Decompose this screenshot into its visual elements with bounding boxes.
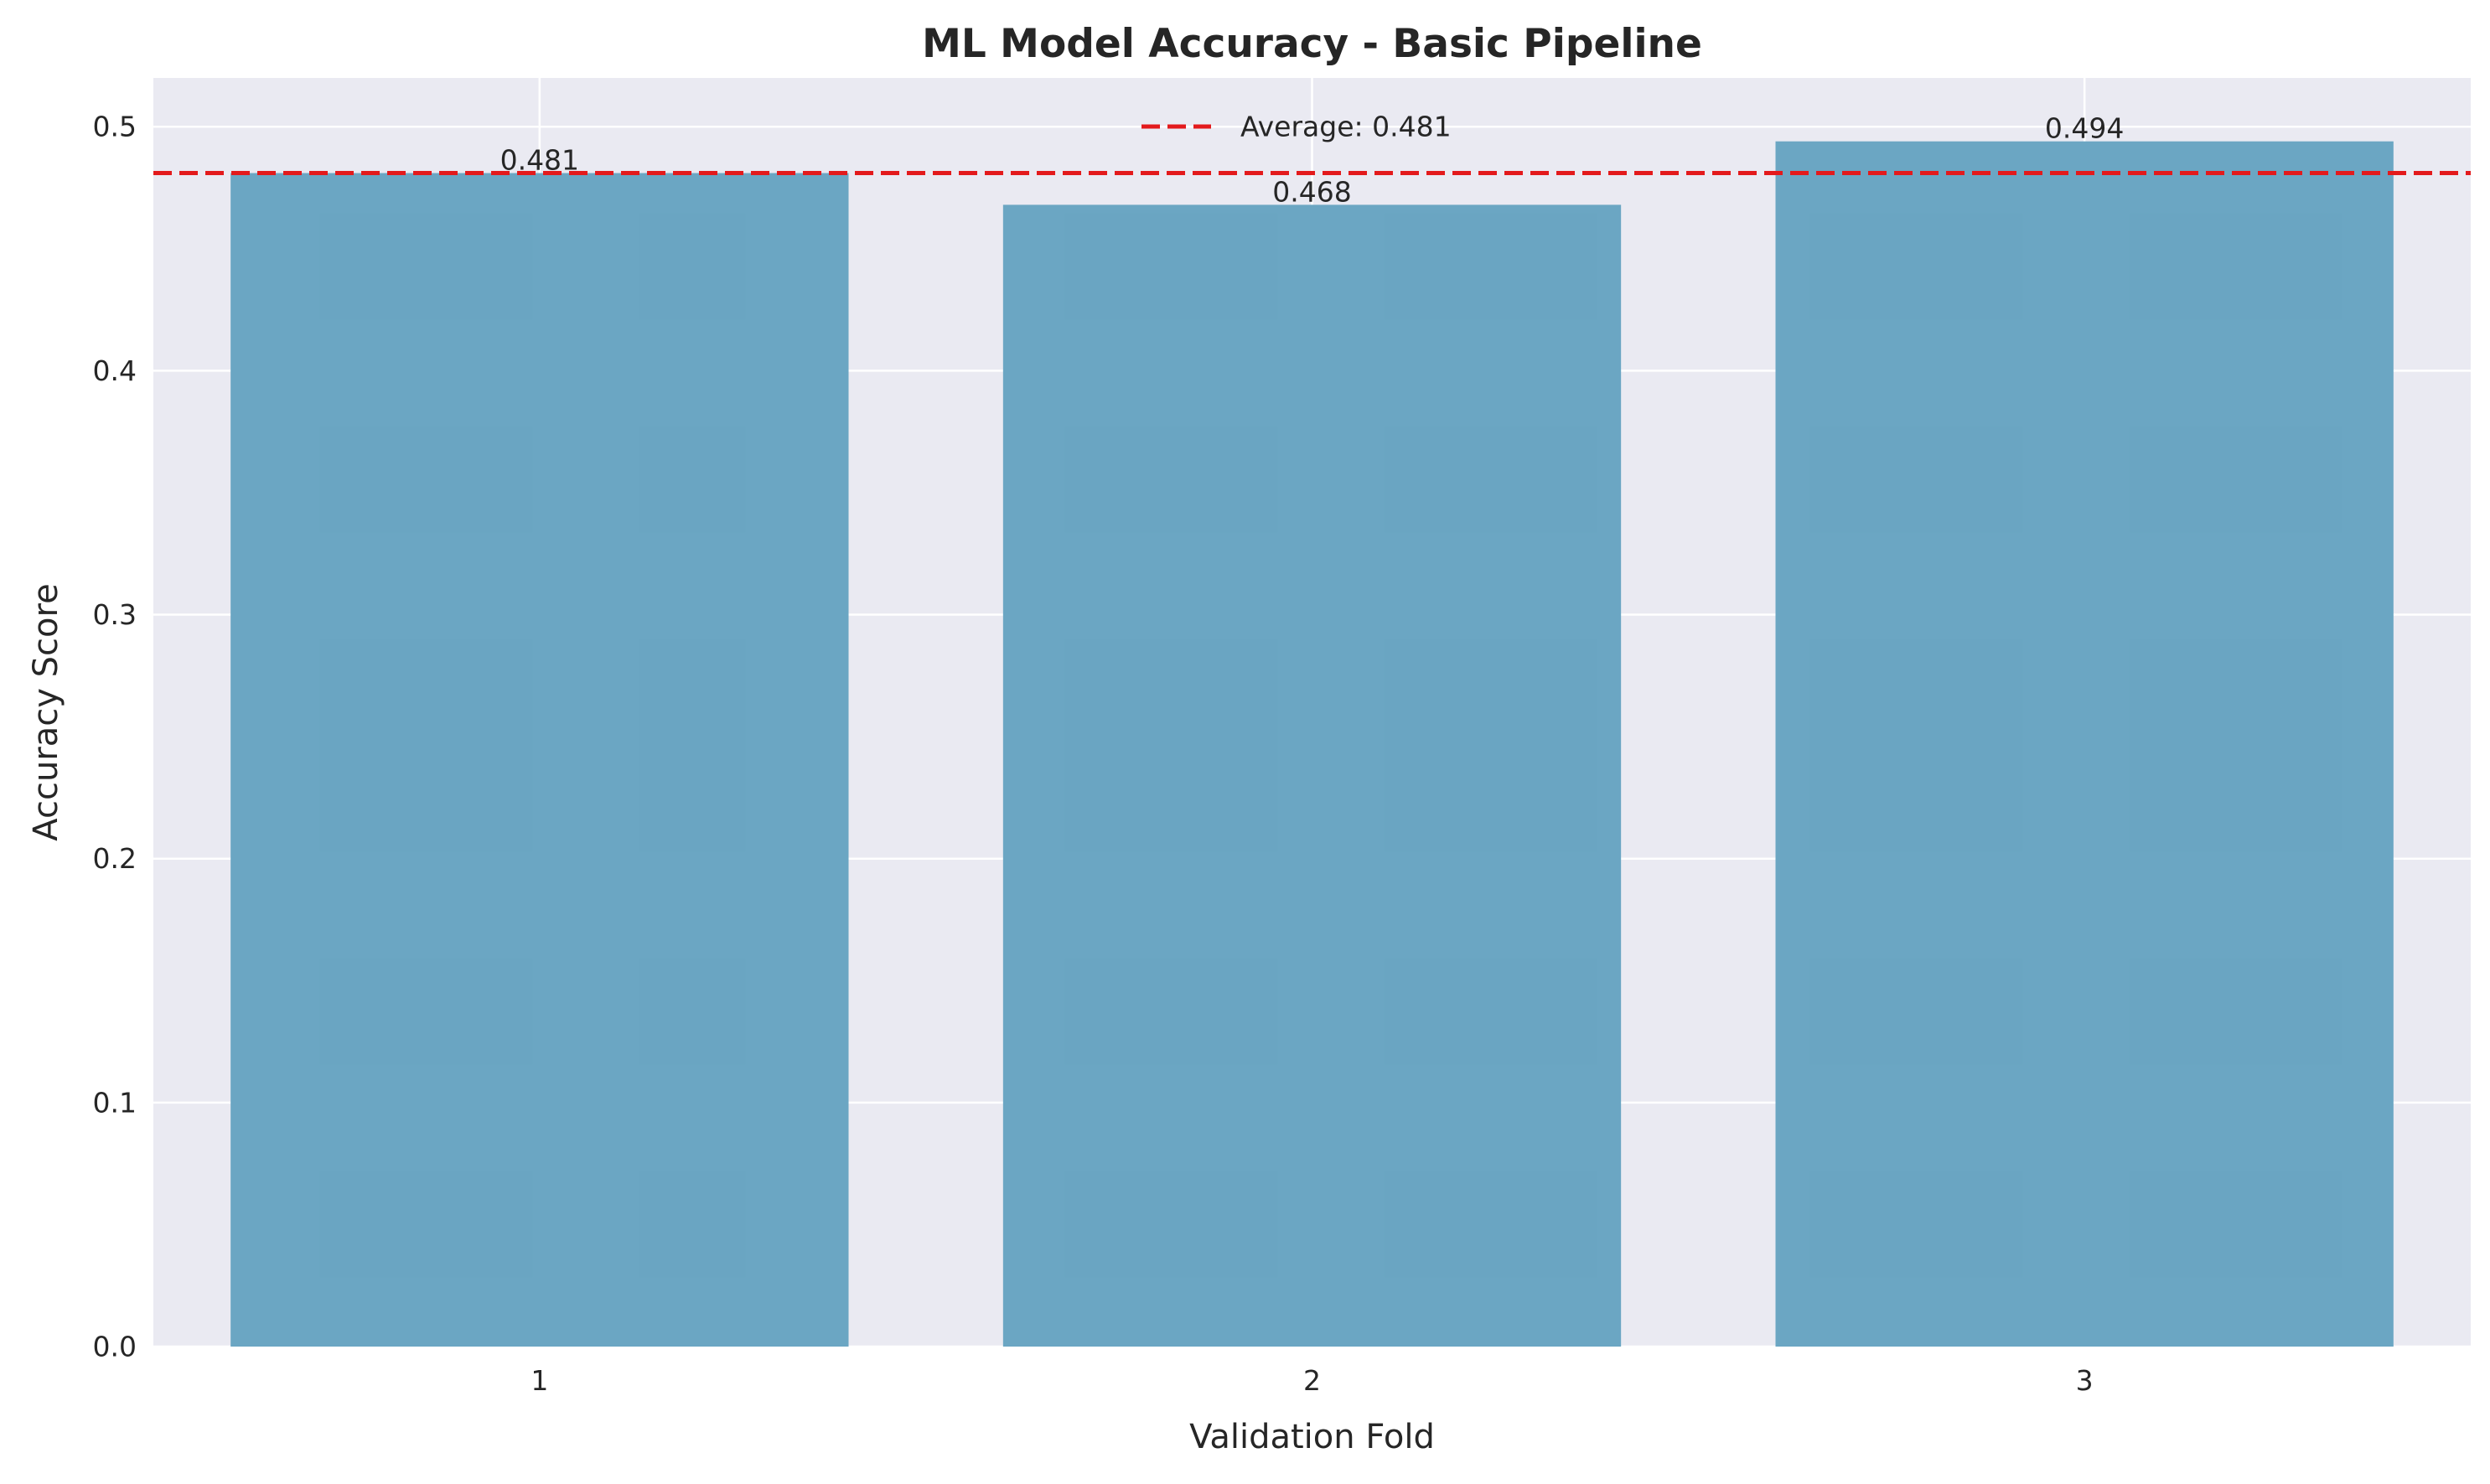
bar-value-label: 0.494	[2045, 112, 2124, 145]
chart-title: ML Model Accuracy - Basic Pipeline	[922, 21, 1702, 67]
legend: Average: 0.481	[1141, 111, 1452, 143]
bar-value-label: 0.468	[1272, 175, 1351, 208]
bar	[230, 173, 849, 1347]
legend-average-label: Average: 0.481	[1240, 111, 1452, 143]
y-tick-label: 0.2	[93, 842, 137, 875]
bar-value-label: 0.481	[500, 144, 579, 177]
x-tick-label: 2	[1303, 1364, 1321, 1397]
x-tick-label: 3	[2076, 1364, 2094, 1397]
x-axis-label: Validation Fold	[1189, 1418, 1435, 1456]
bar	[1775, 141, 2394, 1347]
bars	[230, 141, 2394, 1347]
value-labels: 0.481 0.468 0.494	[500, 112, 2125, 209]
bar	[1002, 204, 1622, 1347]
y-tick-label: 0.0	[93, 1331, 137, 1363]
y-axis-label: Accuracy Score	[27, 583, 65, 840]
y-tick-label: 0.4	[93, 354, 137, 387]
y-tick-label: 0.3	[93, 598, 137, 631]
axis-ticks: 0.0 0.1 0.2 0.3 0.4 0.5 1 2 3	[93, 111, 2094, 1397]
x-tick-label: 1	[531, 1364, 548, 1397]
y-tick-label: 0.1	[93, 1086, 137, 1119]
y-tick-label: 0.5	[93, 111, 137, 143]
